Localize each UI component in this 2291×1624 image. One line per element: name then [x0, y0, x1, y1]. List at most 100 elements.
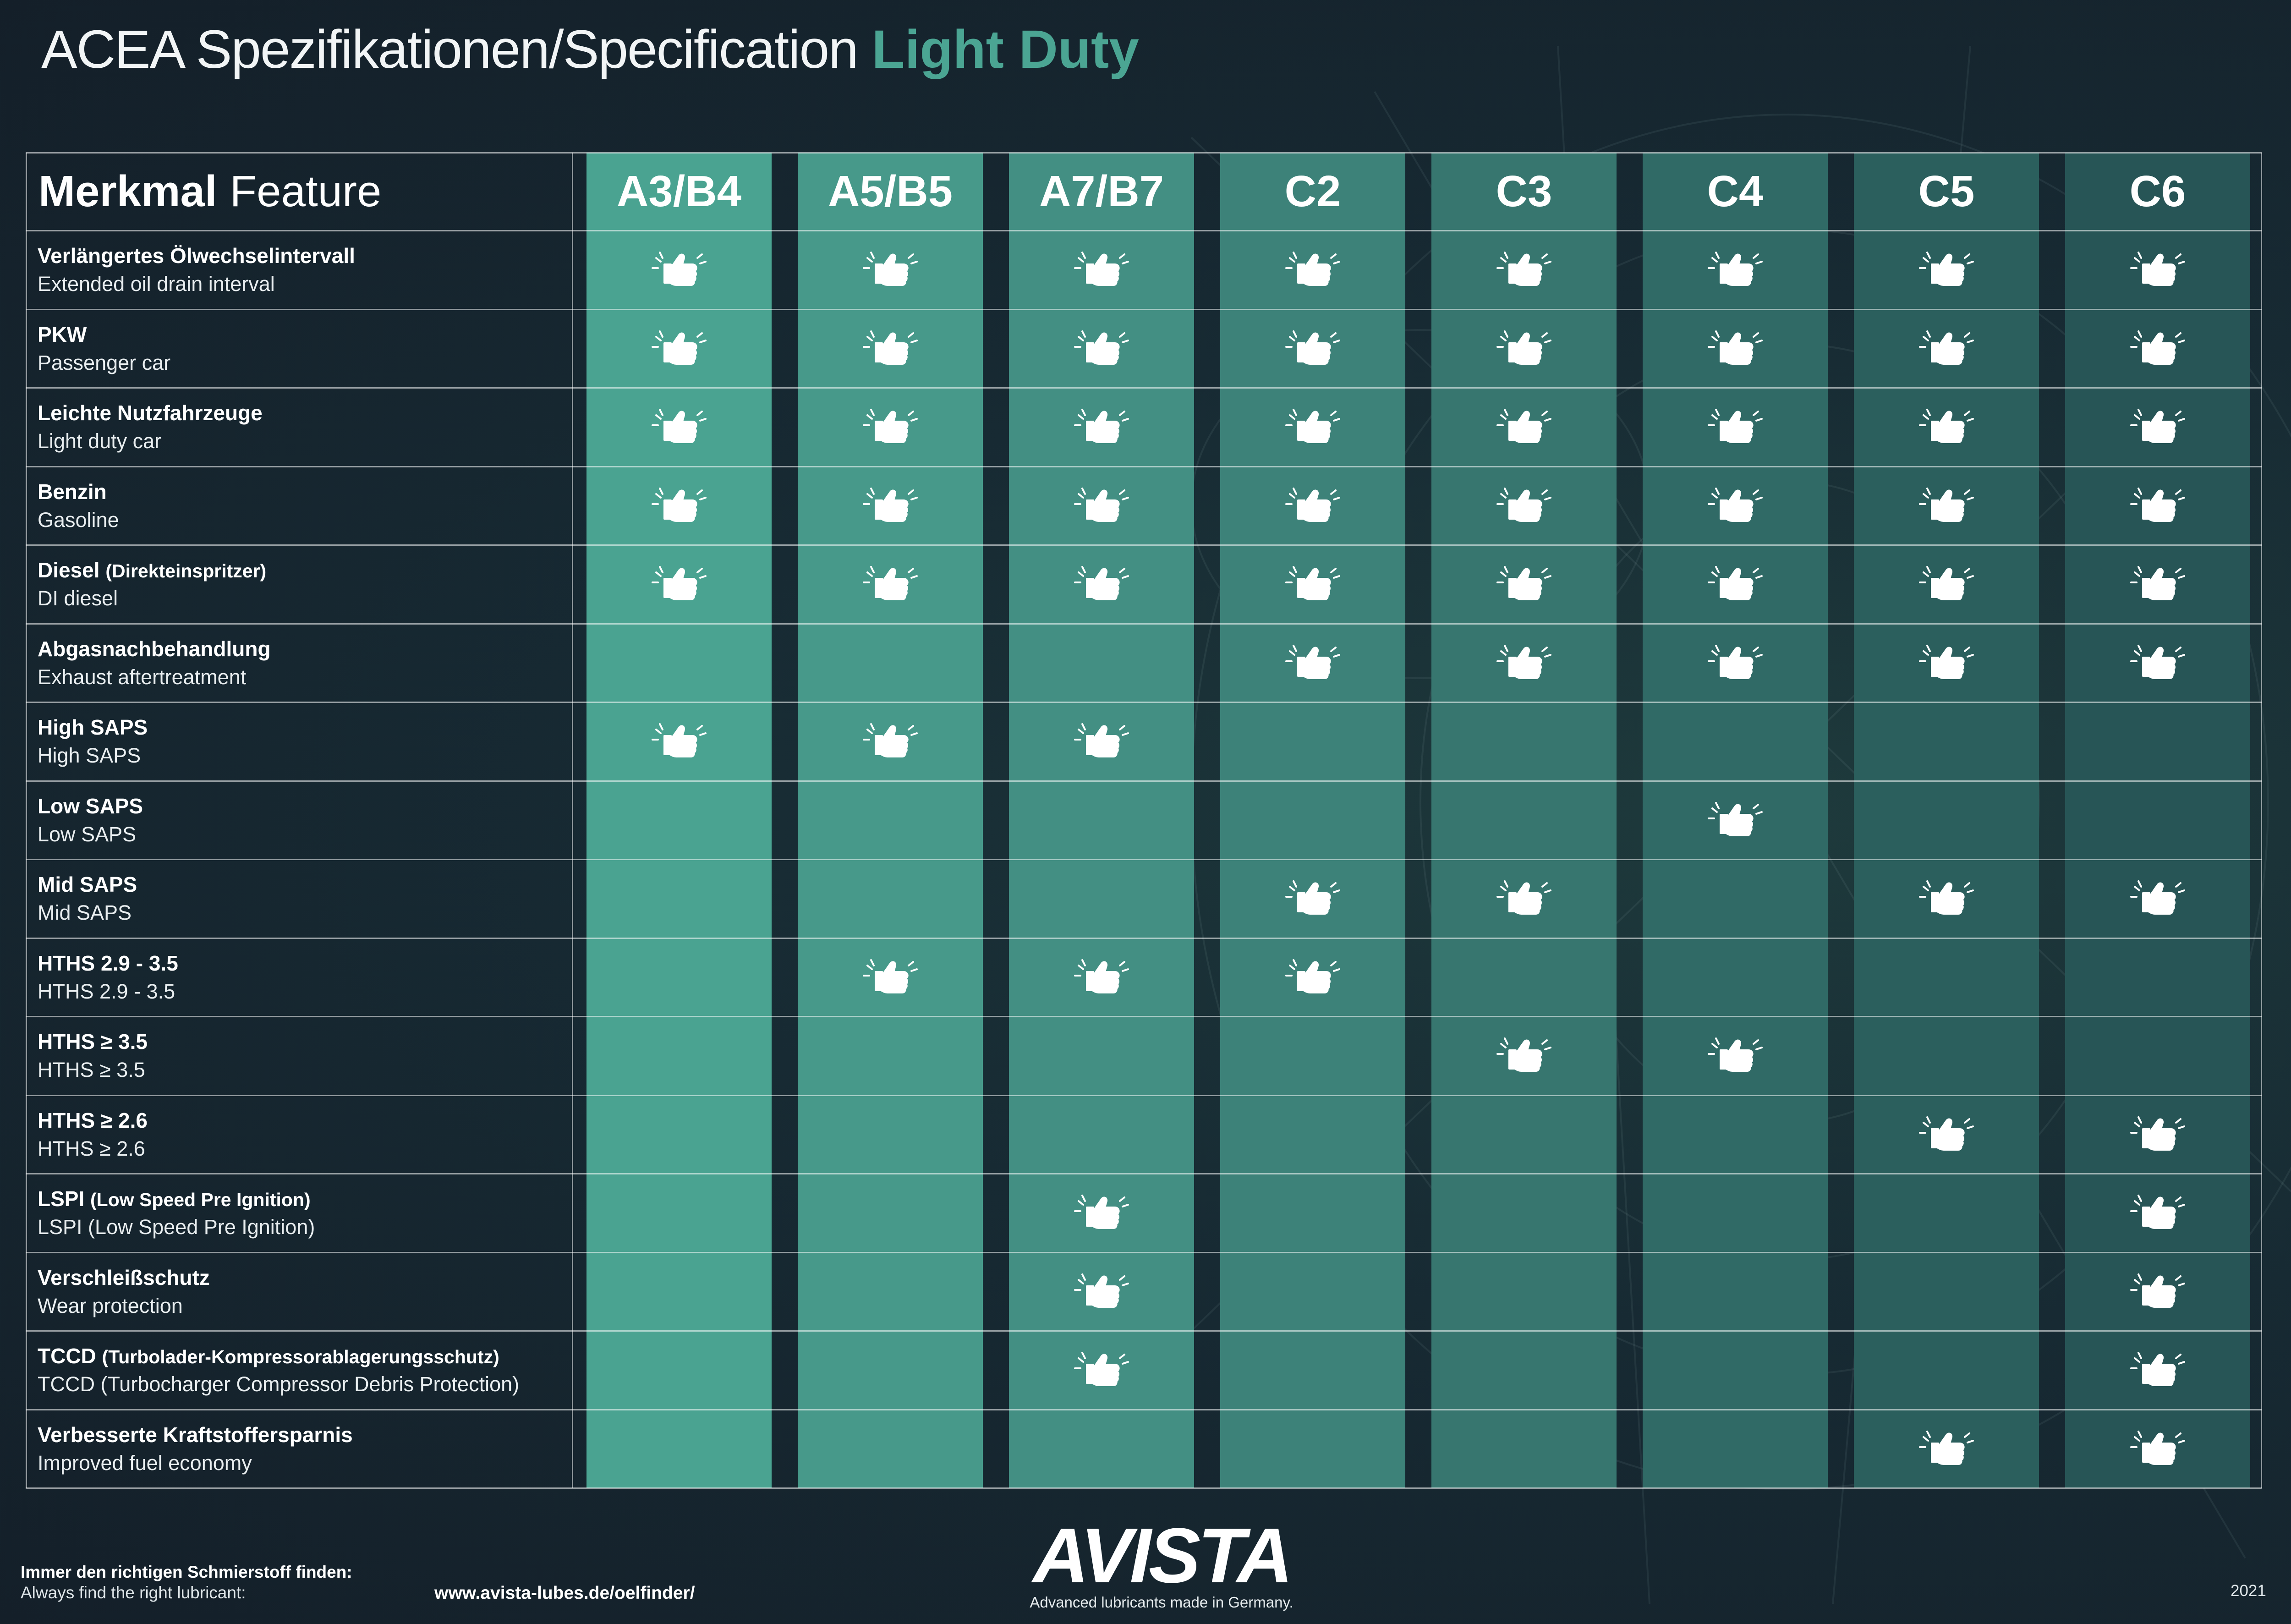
- row-divider: [26, 230, 2262, 231]
- column-band-a5-b5: [798, 153, 983, 1488]
- feature-name-de: High SAPS: [38, 713, 565, 742]
- feature-name-en: HTHS ≥ 3.5: [38, 1058, 145, 1081]
- oelfinder-link[interactable]: www.avista-lubes.de/oelfinder/: [434, 1583, 695, 1603]
- feature-row-label: HTHS ≥ 3.5 HTHS ≥ 3.5: [38, 1016, 565, 1095]
- thumbs-up-icon: [858, 401, 922, 447]
- row-divider: [26, 152, 2262, 154]
- row-divider: [26, 544, 2262, 546]
- thumbs-up-icon: [1703, 244, 1767, 290]
- column-divider: [26, 153, 27, 1488]
- feature-de-text: Mid SAPS: [38, 872, 137, 896]
- thumbs-up-icon: [647, 401, 711, 447]
- thumbs-up-icon: [1281, 952, 1345, 998]
- row-divider: [26, 937, 2262, 939]
- feature-de-text: Verlängertes Ölwechselintervall: [38, 244, 355, 268]
- thumbs-up-icon: [2126, 559, 2190, 604]
- thumbs-up-icon: [1703, 637, 1767, 683]
- feature-de-text: High SAPS: [38, 715, 148, 739]
- feature-header-en: Feature: [230, 167, 382, 216]
- column-header-c3: C3: [1496, 167, 1552, 216]
- row-divider: [26, 1251, 2262, 1253]
- feature-name-en: Wear protection: [38, 1294, 183, 1317]
- thumbs-up-icon: [1492, 480, 1556, 526]
- feature-name-de: TCCD (Turbolader-Kompressorablagerungssc…: [38, 1342, 565, 1371]
- feature-de-note: (Direkteinspritzer): [105, 560, 267, 582]
- feature-de-text: Benzin: [38, 479, 107, 504]
- feature-name-en: Light duty car: [38, 429, 162, 453]
- thumbs-up-icon: [1281, 401, 1345, 447]
- feature-row-label: Leichte Nutzfahrzeuge Light duty car: [38, 388, 565, 466]
- row-divider: [26, 780, 2262, 782]
- thumbs-up-icon: [1281, 559, 1345, 604]
- feature-row-label: Verschleißschutz Wear protection: [38, 1252, 565, 1331]
- thumbs-up-icon: [1703, 480, 1767, 526]
- feature-name-en: LSPI (Low Speed Pre Ignition): [38, 1215, 315, 1239]
- row-divider: [26, 1330, 2262, 1332]
- logo-tagline: Advanced lubricants made in Germany.: [1030, 1594, 1293, 1611]
- row-divider: [26, 1487, 2262, 1489]
- feature-de-text: HTHS 2.9 - 3.5: [38, 951, 178, 975]
- thumbs-up-icon: [2126, 1187, 2190, 1233]
- feature-name-de: Verbesserte Kraftstoffersparnis: [38, 1421, 565, 1449]
- avista-logo: AVISTA Advanced lubricants made in Germa…: [1017, 1517, 1306, 1611]
- thumbs-up-icon: [2126, 637, 2190, 683]
- thumbs-up-icon: [1069, 1344, 1134, 1390]
- row-divider: [26, 1173, 2262, 1174]
- thumbs-up-icon: [2126, 1109, 2190, 1155]
- thumbs-up-icon: [1281, 637, 1345, 683]
- feature-name-de: HTHS ≥ 2.6: [38, 1107, 565, 1135]
- thumbs-up-icon: [1914, 480, 1979, 526]
- row-divider: [26, 1094, 2262, 1096]
- row-divider: [26, 308, 2262, 310]
- column-band-a3-b4: [586, 153, 772, 1488]
- feature-de-text: Verbesserte Kraftstoffersparnis: [38, 1422, 353, 1447]
- thumbs-up-icon: [1914, 323, 1979, 369]
- thumbs-up-icon: [1069, 716, 1134, 762]
- thumbs-up-icon: [1703, 559, 1767, 604]
- thumbs-up-icon: [858, 323, 922, 369]
- title-highlight: Light Duty: [871, 19, 1139, 80]
- row-divider: [26, 702, 2262, 703]
- feature-row-label: Low SAPS Low SAPS: [38, 781, 565, 860]
- feature-de-text: Abgasnachbehandlung: [38, 636, 271, 661]
- thumbs-up-icon: [2126, 873, 2190, 919]
- page-title: ACEA Spezifikationen/Specification Light…: [41, 18, 1139, 81]
- feature-row-label: TCCD (Turbolader-Kompressorablagerungssc…: [38, 1331, 565, 1410]
- feature-de-text: Low SAPS: [38, 794, 143, 818]
- footer-finder-de: Immer den richtigen Schmierstoff finden:: [21, 1563, 352, 1581]
- feature-row-label: LSPI (Low Speed Pre Ignition) LSPI (Low S…: [38, 1174, 565, 1252]
- feature-name-de: Mid SAPS: [38, 871, 565, 899]
- thumbs-up-icon: [1492, 323, 1556, 369]
- feature-row-label: Verlängertes Ölwechselintervall Extended …: [38, 230, 565, 309]
- row-divider: [26, 623, 2262, 625]
- feature-de-text: LSPI: [38, 1187, 91, 1211]
- feature-de-note: (Turbolader-Kompressorablagerungsschutz): [102, 1346, 499, 1367]
- feature-row-label: Benzin Gasoline: [38, 466, 565, 545]
- feature-name-de: Verlängertes Ölwechselintervall: [38, 242, 565, 270]
- feature-name-de: HTHS ≥ 3.5: [38, 1028, 565, 1056]
- column-band-a7-b7: [1009, 153, 1194, 1488]
- feature-name-en: HTHS ≥ 2.6: [38, 1136, 145, 1160]
- thumbs-up-icon: [858, 480, 922, 526]
- thumbs-up-icon: [858, 244, 922, 290]
- feature-row-label: HTHS ≥ 2.6 HTHS ≥ 2.6: [38, 1095, 565, 1174]
- feature-name-en: Gasoline: [38, 508, 119, 532]
- feature-de-text: HTHS ≥ 3.5: [38, 1030, 148, 1053]
- feature-de-text: Diesel: [38, 558, 106, 582]
- feature-name-en: Improved fuel economy: [38, 1451, 252, 1475]
- feature-name-de: Abgasnachbehandlung: [38, 635, 565, 664]
- thumbs-up-icon: [1492, 401, 1556, 447]
- column-band-c2: [1220, 153, 1405, 1488]
- column-header-a5-b5: A5/B5: [828, 167, 953, 216]
- feature-name-de: Low SAPS: [38, 792, 565, 821]
- thumbs-up-icon: [1281, 873, 1345, 919]
- feature-name-de: LSPI (Low Speed Pre Ignition): [38, 1185, 565, 1213]
- thumbs-up-icon: [1492, 244, 1556, 290]
- thumbs-up-icon: [1914, 401, 1979, 447]
- title-prefix: ACEA Spezifikationen/Specification: [41, 19, 859, 80]
- feature-row-label: Mid SAPS Mid SAPS: [38, 859, 565, 938]
- row-divider: [26, 1409, 2262, 1410]
- feature-de-text: HTHS ≥ 2.6: [38, 1108, 148, 1132]
- thumbs-up-icon: [2126, 1423, 2190, 1469]
- thumbs-up-icon: [2126, 480, 2190, 526]
